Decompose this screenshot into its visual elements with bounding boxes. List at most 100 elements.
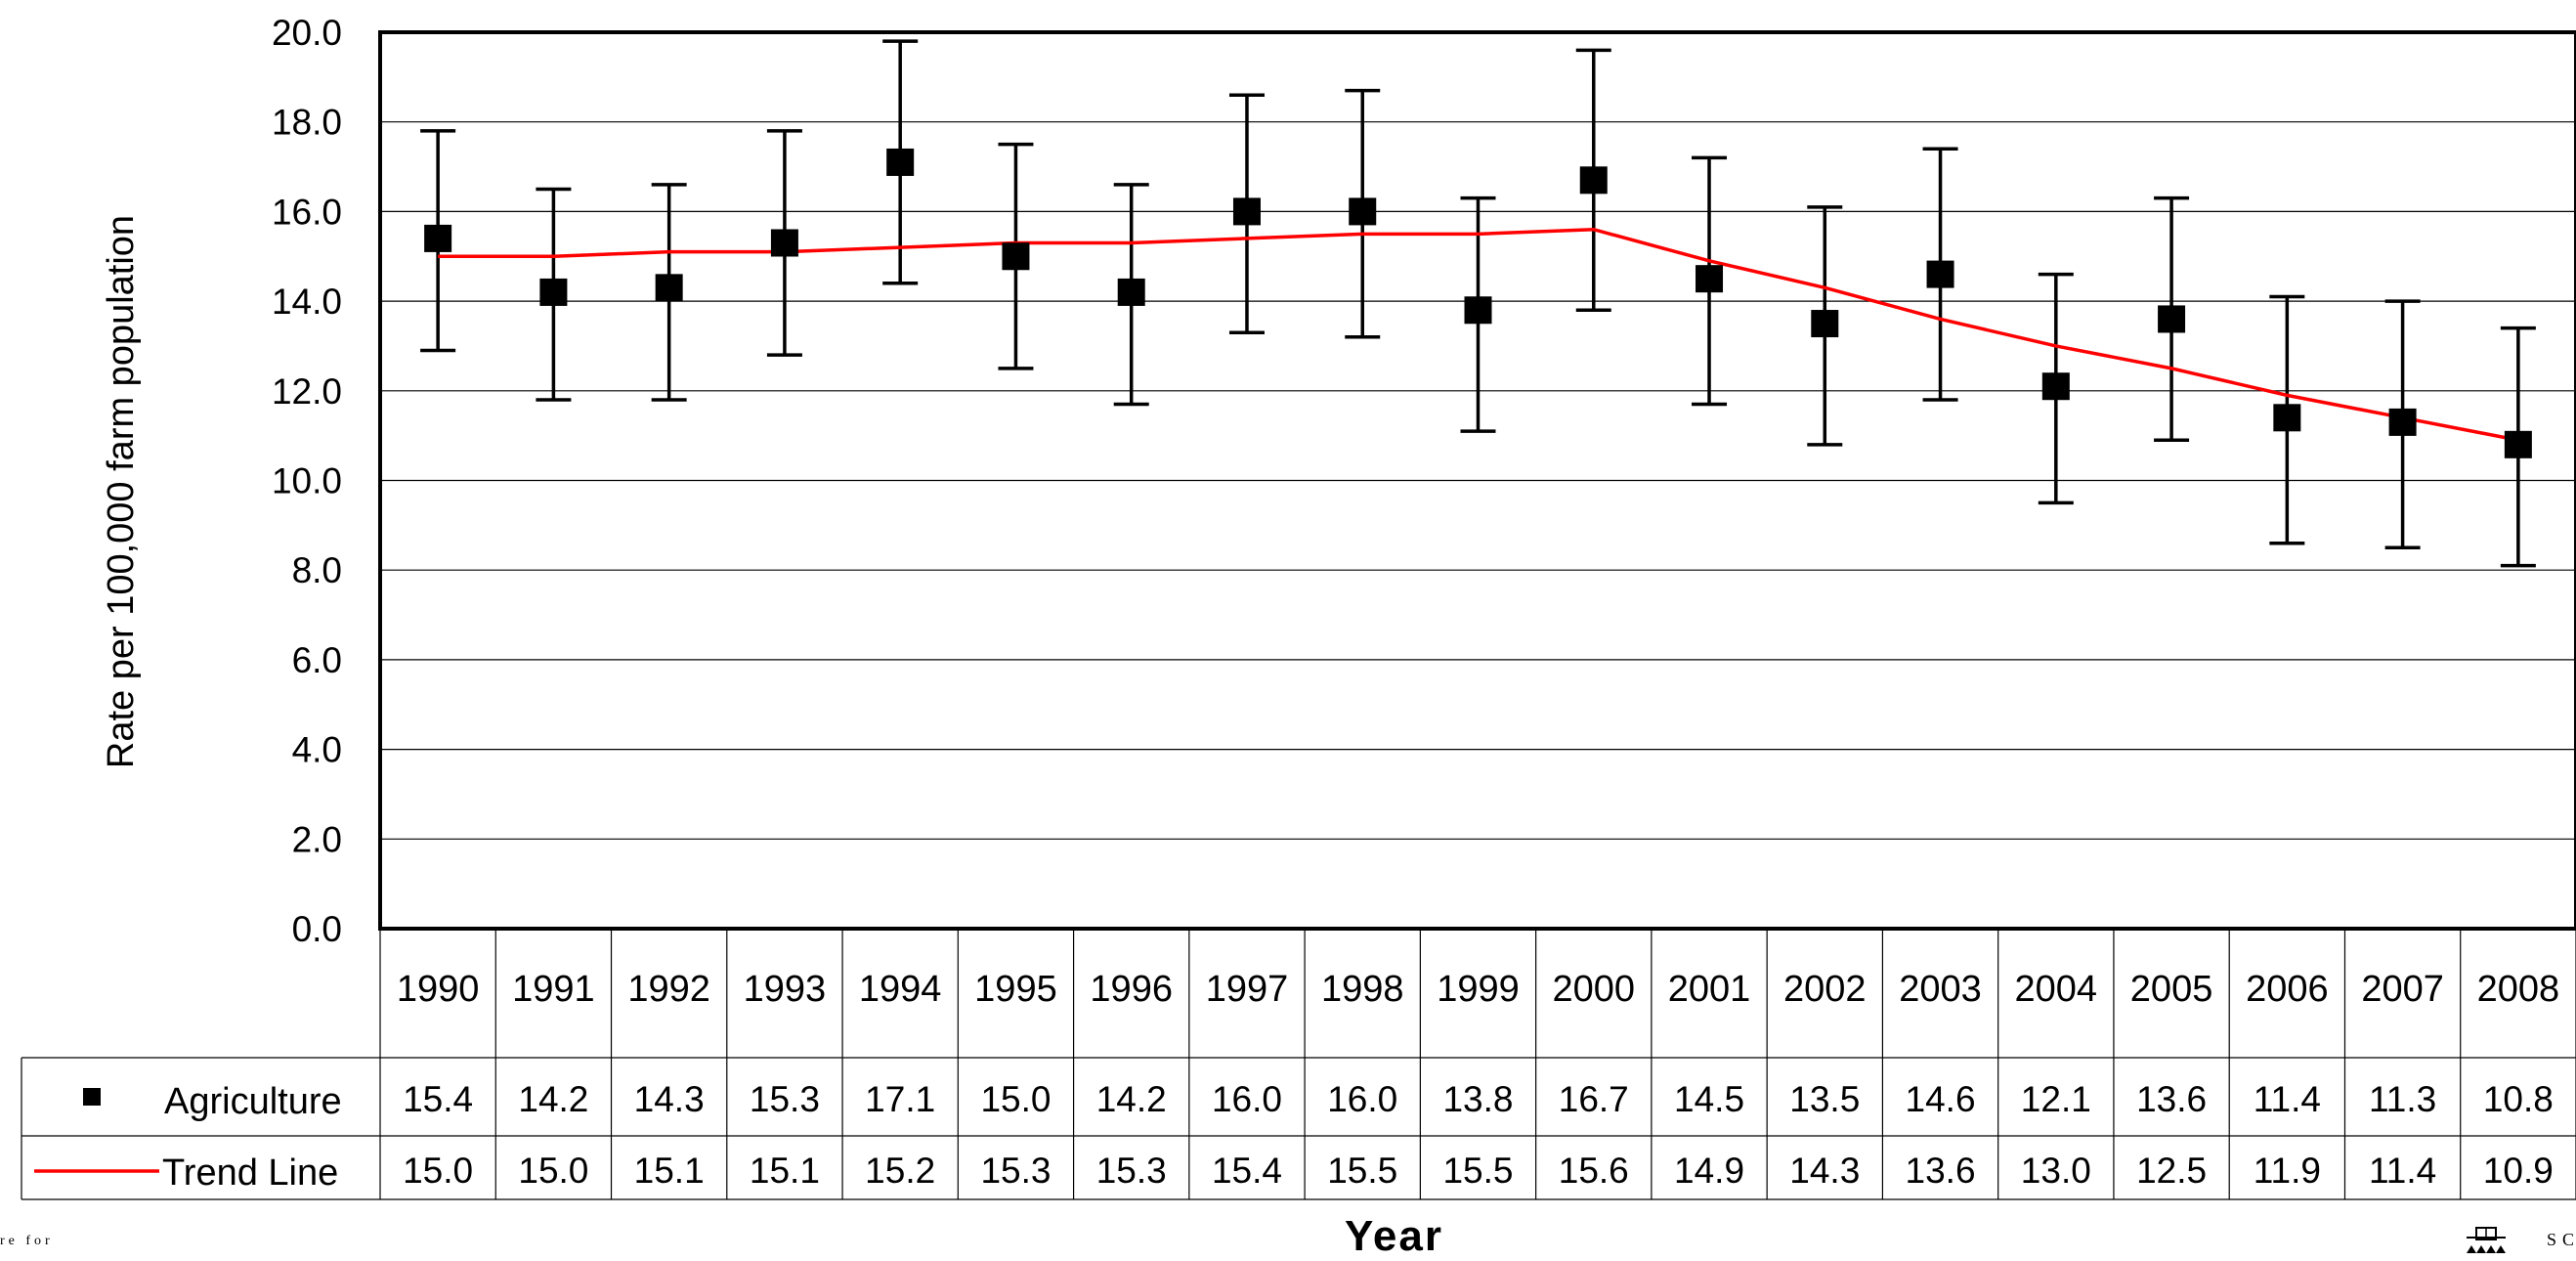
data-label: 14.6 — [1906, 1079, 1976, 1119]
data-label: 12.5 — [2136, 1151, 2207, 1191]
data-point — [2041, 372, 2070, 401]
data-label: 17.1 — [865, 1079, 935, 1119]
footer-left-text: re for — [0, 1234, 54, 1248]
y-tick-label: 2.0 — [292, 819, 342, 859]
data-label: 11.9 — [2254, 1151, 2321, 1191]
y-tick-label: 18.0 — [272, 103, 342, 143]
x-tick-label: 2001 — [1668, 969, 1751, 1010]
data-point — [2504, 430, 2532, 458]
data-point — [1232, 197, 1261, 226]
data-label: 13.6 — [1906, 1151, 1976, 1191]
data-point — [1117, 278, 1145, 306]
y-tick-label: 4.0 — [292, 730, 342, 770]
data-label: 15.3 — [750, 1079, 820, 1119]
x-tick-label: 1996 — [1090, 969, 1173, 1010]
x-tick-label: 1994 — [859, 969, 942, 1010]
university-seal-icon — [2467, 1227, 2506, 1253]
y-tick-label: 6.0 — [292, 640, 342, 680]
data-point — [2388, 408, 2417, 436]
x-axis-label: Year — [1345, 1212, 1443, 1260]
data-label: 15.5 — [1327, 1151, 1397, 1191]
data-point — [1811, 310, 1839, 338]
y-axis-label: Rate per 100,000 farm population — [101, 214, 142, 769]
y-tick-label: 0.0 — [292, 909, 342, 949]
data-label: 10.8 — [2483, 1079, 2554, 1119]
legend-marker-agriculture — [83, 1088, 101, 1106]
data-point — [1579, 166, 1608, 195]
data-point — [1464, 296, 1492, 325]
data-label: 11.4 — [2254, 1079, 2321, 1119]
data-label: 15.0 — [403, 1151, 473, 1191]
data-label: 16.0 — [1212, 1079, 1282, 1119]
x-tick-label: 1995 — [974, 969, 1057, 1010]
data-label: 16.7 — [1559, 1079, 1629, 1119]
gridlines — [380, 31, 2576, 930]
data-label: 15.1 — [634, 1151, 705, 1191]
y-tick-label: 12.0 — [272, 371, 342, 412]
y-tick-label: 20.0 — [272, 13, 342, 53]
y-tick-label: 14.0 — [272, 282, 342, 322]
agriculture-series — [424, 148, 2532, 458]
data-label: 10.9 — [2483, 1151, 2554, 1191]
x-tick-label: 2008 — [2477, 969, 2560, 1010]
x-tick-label: 2000 — [1552, 969, 1635, 1010]
data-point — [424, 224, 452, 252]
data-table: 1990 1991 1992 1993 1994 1995 1996 1997 1998 1999… — [21, 929, 2576, 1200]
data-label: 13.0 — [2021, 1151, 2091, 1191]
data-label: 15.2 — [865, 1151, 935, 1191]
data-point — [886, 148, 915, 176]
data-label: 14.2 — [1096, 1079, 1167, 1119]
data-point — [1349, 197, 1377, 226]
data-point — [1926, 260, 1954, 288]
x-tick-label: 2007 — [2361, 969, 2444, 1010]
data-point — [655, 274, 683, 302]
x-tick-label: 1998 — [1321, 969, 1404, 1010]
x-tick-label: 2006 — [2246, 969, 2329, 1010]
data-point — [1696, 265, 1724, 293]
x-tick-label: 1997 — [1206, 969, 1289, 1010]
x-tick-label: 2004 — [2015, 969, 2098, 1010]
y-tick-label: 10.0 — [272, 461, 342, 501]
data-label: 15.4 — [403, 1079, 473, 1119]
data-point — [770, 229, 798, 257]
data-label: 11.3 — [2369, 1079, 2436, 1119]
data-label: 13.8 — [1442, 1079, 1513, 1119]
y-tick-labels: 0.0 2.0 4.0 6.0 8.0 10.0 12.0 14.0 16.0 18.0 20.0 — [272, 13, 342, 949]
y-tick-label: 16.0 — [272, 192, 342, 232]
x-tick-label: 1992 — [627, 969, 710, 1010]
legend-label: Agriculture — [164, 1081, 342, 1122]
data-label: 16.0 — [1327, 1079, 1397, 1119]
x-tick-label: 1993 — [744, 969, 827, 1010]
data-point — [2158, 305, 2186, 333]
data-label: 15.0 — [518, 1151, 588, 1191]
x-tick-label: 1991 — [512, 969, 595, 1010]
data-label: 14.9 — [1674, 1151, 1744, 1191]
data-label: 15.3 — [980, 1151, 1051, 1191]
data-label: 15.3 — [1096, 1151, 1167, 1191]
y-tick-label: 8.0 — [292, 550, 342, 590]
x-tick-label: 2002 — [1783, 969, 1867, 1010]
x-tick-label: 1999 — [1437, 969, 1520, 1010]
plot-frame — [378, 30, 2576, 931]
data-label: 15.6 — [1559, 1151, 1629, 1191]
data-point — [2273, 404, 2301, 432]
x-tick-label: 2003 — [1899, 969, 1982, 1010]
data-point — [1002, 242, 1030, 271]
data-label: 15.4 — [1212, 1151, 1282, 1191]
data-label: 15.5 — [1442, 1151, 1513, 1191]
data-point — [539, 278, 568, 306]
data-label: 11.4 — [2369, 1151, 2436, 1191]
data-label: 15.0 — [980, 1079, 1051, 1119]
data-label: 14.5 — [1674, 1079, 1744, 1119]
data-label: 13.6 — [2136, 1079, 2207, 1119]
data-label: 14.2 — [518, 1079, 588, 1119]
data-label: 15.1 — [750, 1151, 820, 1191]
data-label: 14.3 — [634, 1079, 705, 1119]
footer-right-text: SC — [2547, 1230, 2576, 1249]
x-tick-label: 1990 — [397, 969, 480, 1010]
x-tick-label: 2005 — [2130, 969, 2213, 1010]
legend-label: Trend Line — [162, 1152, 338, 1194]
data-label: 13.5 — [1789, 1079, 1860, 1119]
data-label: 14.3 — [1789, 1151, 1860, 1191]
